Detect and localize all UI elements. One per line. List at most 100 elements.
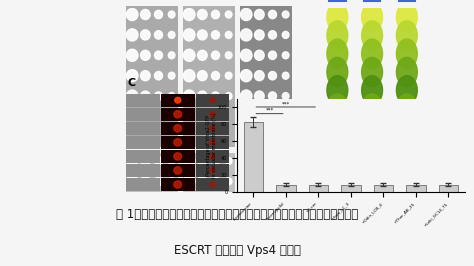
Circle shape [175, 97, 181, 103]
Circle shape [396, 39, 417, 68]
Circle shape [327, 76, 348, 105]
Circle shape [168, 52, 175, 59]
Circle shape [127, 49, 138, 61]
Bar [161, 150, 195, 163]
Circle shape [283, 31, 289, 38]
Circle shape [225, 72, 232, 79]
Circle shape [327, 57, 348, 87]
Circle shape [240, 70, 252, 82]
Bar [438, 185, 458, 192]
Circle shape [174, 125, 182, 132]
Circle shape [168, 157, 175, 164]
Circle shape [140, 156, 150, 166]
Circle shape [225, 11, 232, 18]
Circle shape [155, 157, 163, 165]
Bar [161, 136, 195, 149]
Circle shape [155, 92, 163, 100]
Circle shape [362, 39, 383, 68]
Circle shape [127, 155, 138, 167]
Circle shape [396, 94, 417, 123]
Bar [182, 6, 235, 147]
Circle shape [174, 139, 182, 146]
Circle shape [198, 50, 207, 60]
Circle shape [140, 30, 150, 40]
Circle shape [183, 49, 195, 61]
Circle shape [362, 131, 383, 160]
Bar [126, 164, 160, 177]
Circle shape [255, 50, 264, 60]
Bar [182, 153, 235, 192]
Circle shape [396, 21, 417, 50]
Circle shape [211, 157, 219, 165]
Bar [126, 6, 178, 147]
Circle shape [268, 92, 276, 100]
Circle shape [140, 10, 150, 20]
Circle shape [268, 177, 276, 185]
Circle shape [168, 11, 175, 18]
Circle shape [168, 72, 175, 79]
Circle shape [210, 154, 215, 159]
Circle shape [396, 2, 417, 32]
Circle shape [198, 91, 207, 101]
Circle shape [225, 52, 232, 59]
Circle shape [240, 49, 252, 61]
Circle shape [255, 10, 264, 20]
Circle shape [327, 112, 348, 142]
Bar [276, 185, 295, 192]
Circle shape [240, 155, 252, 167]
Bar [126, 150, 160, 163]
Circle shape [327, 131, 348, 160]
Circle shape [327, 94, 348, 123]
Circle shape [198, 30, 207, 40]
Bar [126, 122, 160, 135]
Bar [196, 136, 229, 149]
Circle shape [168, 93, 175, 99]
Bar [161, 94, 195, 107]
Text: ESCRT 核心蛋白 Vps4 的功能: ESCRT 核心蛋白 Vps4 的功能 [173, 244, 301, 257]
Circle shape [268, 10, 276, 19]
Bar [161, 122, 195, 135]
Circle shape [362, 57, 383, 87]
Circle shape [283, 52, 289, 59]
Circle shape [174, 111, 182, 118]
Circle shape [255, 176, 264, 186]
Circle shape [225, 31, 232, 38]
Circle shape [155, 72, 163, 80]
Circle shape [127, 70, 138, 82]
Circle shape [183, 70, 195, 82]
Circle shape [268, 51, 276, 60]
Circle shape [255, 71, 264, 81]
Circle shape [140, 176, 150, 186]
Circle shape [362, 2, 383, 32]
Circle shape [362, 112, 383, 142]
Circle shape [127, 90, 138, 102]
Circle shape [155, 31, 163, 39]
Circle shape [183, 155, 195, 167]
Bar [126, 136, 160, 149]
Circle shape [362, 21, 383, 50]
Circle shape [396, 112, 417, 142]
Circle shape [198, 10, 207, 20]
Circle shape [327, 2, 348, 32]
Circle shape [168, 178, 175, 185]
Circle shape [210, 112, 215, 117]
Circle shape [127, 29, 138, 41]
Circle shape [396, 76, 417, 105]
Circle shape [210, 140, 215, 145]
Circle shape [255, 156, 264, 166]
Circle shape [268, 31, 276, 39]
Bar [239, 6, 292, 147]
Bar [196, 150, 229, 163]
Bar [161, 108, 195, 121]
Circle shape [396, 57, 417, 87]
Circle shape [327, 21, 348, 50]
Circle shape [225, 93, 232, 99]
Circle shape [127, 9, 138, 20]
Circle shape [198, 71, 207, 81]
Bar [244, 122, 263, 192]
Circle shape [268, 157, 276, 165]
Circle shape [283, 178, 289, 185]
Circle shape [210, 98, 215, 103]
Circle shape [283, 11, 289, 18]
Circle shape [210, 168, 215, 173]
